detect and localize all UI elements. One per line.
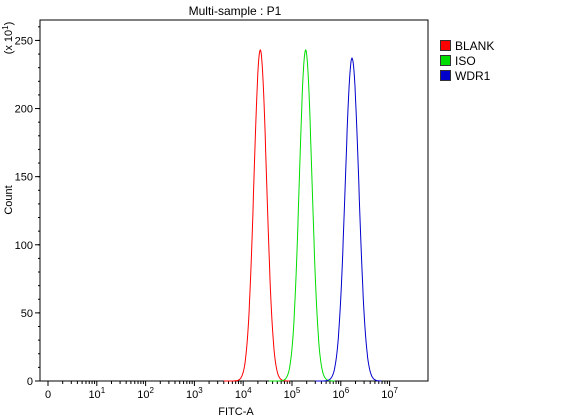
legend-label: BLANK — [455, 38, 495, 53]
legend-item-wdr1: WDR1 — [440, 68, 494, 83]
legend: BLANK ISO WDR1 — [440, 38, 494, 83]
y-axis-label: Count — [3, 185, 15, 214]
series-curve-wdr1 — [315, 57, 382, 382]
series-curve-iso — [269, 48, 335, 382]
y-tick-label: 50 — [21, 308, 33, 320]
y-tick-label: 0 — [27, 376, 33, 388]
x-tick-label: 103 — [186, 386, 203, 401]
chart-title: Multi-sample : P1 — [189, 4, 282, 18]
legend-item-iso: ISO — [440, 53, 494, 68]
plot-frame — [39, 19, 429, 382]
x-tick-label: 105 — [284, 386, 301, 401]
series-curve-blank — [223, 48, 290, 382]
legend-swatch — [440, 70, 451, 81]
legend-label: ISO — [455, 53, 476, 68]
x-tick-label: 106 — [332, 386, 349, 401]
y-tick-label: 200 — [15, 104, 33, 116]
legend-label: WDR1 — [455, 68, 491, 83]
legend-swatch — [440, 40, 451, 51]
y-tick-label: 100 — [15, 240, 33, 252]
y-tick-label: 150 — [15, 172, 33, 184]
legend-swatch — [440, 55, 451, 66]
y-multiplier-label: (x 101) — [1, 22, 15, 55]
x-tick-label: 104 — [235, 386, 252, 401]
x-tick-label: 107 — [381, 386, 398, 401]
x-tick-label: 101 — [88, 386, 105, 401]
plot-axes — [39, 19, 429, 382]
histogram-curves — [223, 48, 382, 382]
axis-ticks: 0 50 100 150 200 250 0 101 102 103 104 105 106 107 — [15, 26, 398, 401]
x-tick-label: 102 — [137, 386, 154, 401]
legend-item-blank: BLANK — [440, 38, 494, 53]
x-axis-label: FITC-A — [218, 406, 254, 418]
y-tick-label: 250 — [15, 35, 33, 47]
x-tick-label: 0 — [45, 389, 51, 401]
